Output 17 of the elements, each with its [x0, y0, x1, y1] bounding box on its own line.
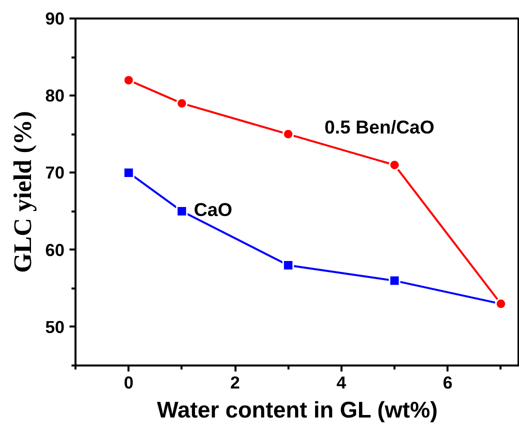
x-tick-label: 0 — [124, 372, 134, 392]
series-label: CaO — [194, 198, 232, 220]
y-axis-title: GLC yield (%) — [9, 111, 38, 273]
point — [388, 159, 400, 171]
x-tick-label: 6 — [442, 372, 453, 392]
y-tick-label: 70 — [45, 162, 65, 183]
point — [388, 274, 400, 286]
x-axis-title: Water content in GL (wt%) — [156, 396, 438, 422]
x-tick-label: 4 — [336, 372, 347, 392]
point — [176, 98, 188, 110]
point — [282, 128, 294, 140]
x-tick-label: 2 — [230, 372, 240, 392]
series-label: 0.5 Ben/CaO — [324, 116, 434, 138]
y-tick-label: 50 — [45, 316, 65, 337]
y-tick-label: 80 — [45, 86, 65, 106]
y-tick-label: 60 — [45, 240, 65, 260]
y-tick-label: 90 — [45, 8, 65, 28]
